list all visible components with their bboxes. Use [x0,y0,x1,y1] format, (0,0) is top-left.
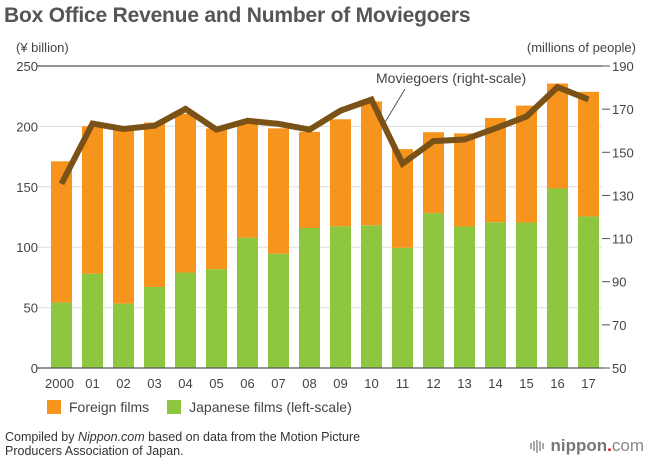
bar-foreign [206,128,227,270]
bar-foreign [113,129,134,304]
logo-com: com [611,436,644,455]
left-tick-label: 200 [16,119,38,134]
bars [51,83,599,368]
bar-japanese [51,302,72,368]
legend-swatch-foreign [47,400,61,414]
right-tick-label: 70 [612,318,626,333]
moviegoers-line [58,83,590,186]
x-tick-label: 09 [333,376,347,391]
bar-foreign [547,83,568,189]
source-note: Compiled by Nippon.com based on data fro… [5,430,360,458]
logo-bars-icon [530,439,545,453]
logo-main: nippon [550,436,608,455]
left-tick-label: 0 [31,361,38,376]
x-tick-label: 02 [116,376,130,391]
left-tick-label: 250 [16,59,38,74]
bar-japanese [423,213,444,368]
x-tick-label: 08 [302,376,316,391]
left-axis-unit: (¥ billion) [16,40,69,55]
x-tick-label: 11 [396,376,410,391]
legend-label-foreign: Foreign films [69,399,150,415]
x-tick-label: 10 [364,376,378,391]
x-tick-label: 04 [178,376,192,391]
bar-japanese [578,216,599,368]
bar-japanese [361,225,382,368]
x-tick-label: 17 [581,376,595,391]
bar-japanese [113,303,134,368]
chart-title: Box Office Revenue and Number of Moviego… [4,4,471,27]
right-tick-label: 150 [612,145,634,160]
right-axis-unit: (millions of people) [526,40,636,55]
bar-foreign [454,133,475,227]
x-tick-label: 16 [550,376,564,391]
legend-label-japanese: Japanese films (left-scale) [189,399,352,415]
x-tick-label: 12 [426,376,440,391]
x-tick-label: 13 [457,376,471,391]
bar-foreign [82,126,103,274]
bar-foreign [361,101,382,226]
bar-japanese [516,222,537,368]
x-tick-label: 14 [488,376,502,391]
moviegoers-line-group [58,83,590,186]
bar-foreign [578,91,599,217]
bar-japanese [268,253,289,368]
bar-japanese [454,226,475,368]
bar-foreign [423,132,444,214]
legend-item-foreign: Foreign films [47,399,149,415]
bar-foreign [237,123,258,238]
bar-japanese [175,272,196,368]
right-tick-label: 110 [612,232,633,247]
logo-dot: . [607,436,612,455]
bar-foreign [51,161,72,303]
legend-swatch-japanese [167,400,182,414]
x-tick-label: 07 [271,376,285,391]
source-suffix: based on data from the Motion Picture [144,430,361,444]
x-tick-label: 15 [519,376,533,391]
bar-japanese [330,226,351,368]
right-tick-label: 130 [612,188,634,203]
bar-japanese [206,269,227,368]
bar-foreign [299,131,320,228]
bar-japanese [392,247,413,368]
source-italic: Nippon.com [77,430,145,444]
left-tick-label: 100 [16,240,38,255]
right-tick-label: 190 [612,59,634,74]
right-tick-label: 170 [612,102,634,117]
annotation-label: Moviegoers (right-scale) [376,70,526,86]
annotation-leader-line [383,88,406,125]
right-tick-label: 50 [612,361,626,376]
bar-foreign [330,119,351,227]
bar-japanese [485,222,506,368]
x-tick-label: 06 [240,376,254,391]
bar-foreign [268,128,289,254]
bar-foreign [175,113,196,273]
source-prefix: Compiled by [5,430,78,444]
source-line2: Producers Association of Japan. [5,444,184,458]
bar-japanese [144,286,165,368]
axes: 0501001502002505070901101301501701902000… [16,59,633,391]
legend: Foreign films Japanese films (left-scale… [47,399,370,415]
legend-item-japanese: Japanese films (left-scale) [167,399,352,415]
bar-foreign [392,149,413,248]
bar-japanese [547,188,568,368]
x-tick-label: 01 [85,376,99,391]
x-tick-label: 2000 [45,376,74,391]
x-tick-label: 03 [147,376,161,391]
x-tick-label: 05 [209,376,223,391]
nippon-logo: nippon. com [530,436,644,456]
bar-japanese [237,237,258,368]
left-tick-label: 150 [16,180,38,195]
left-tick-label: 50 [24,301,38,316]
annotation-group: Moviegoers (right-scale) [376,70,526,125]
bar-foreign [516,105,537,223]
bar-japanese [82,273,103,368]
bar-foreign [485,117,506,223]
bar-foreign [144,122,165,287]
bar-japanese [299,227,320,368]
right-tick-label: 90 [612,275,626,290]
